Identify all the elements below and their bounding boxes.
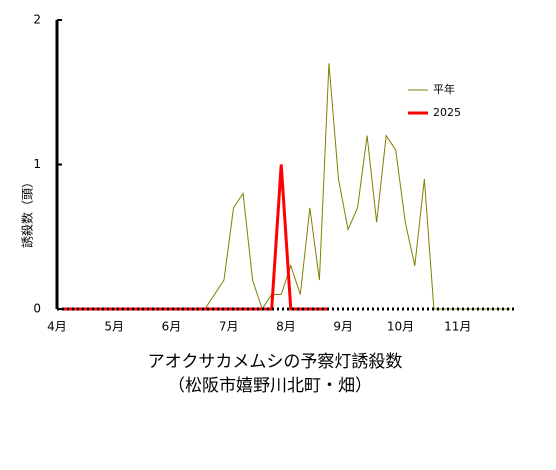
x-tick-label: 10月 <box>387 320 414 334</box>
legend-label: 2025 <box>433 106 461 119</box>
data-line <box>61 164 329 311</box>
x-tick-label: 11月 <box>444 320 471 334</box>
x-tick-label: 5月 <box>104 320 124 334</box>
x-tick-label: 9月 <box>333 320 353 334</box>
y-axis-label: 誘殺数（頭） <box>20 176 35 248</box>
y-tick-label: 1 <box>33 157 41 171</box>
chart-title: アオクサカメムシの予察灯誘殺数 <box>148 352 403 372</box>
y-tick-label: 2 <box>33 13 41 27</box>
legend-label: 平年 <box>433 82 455 96</box>
x-tick-label: 6月 <box>162 320 182 334</box>
x-tick-label: 4月 <box>47 320 67 334</box>
x-tick-label: 7月 <box>219 320 239 334</box>
chart-subtitle: （松阪市嬉野川北町・畑） <box>168 376 372 396</box>
y-tick-label: 0 <box>33 302 41 316</box>
x-tick-label: 8月 <box>276 320 296 334</box>
data-line <box>61 63 511 311</box>
